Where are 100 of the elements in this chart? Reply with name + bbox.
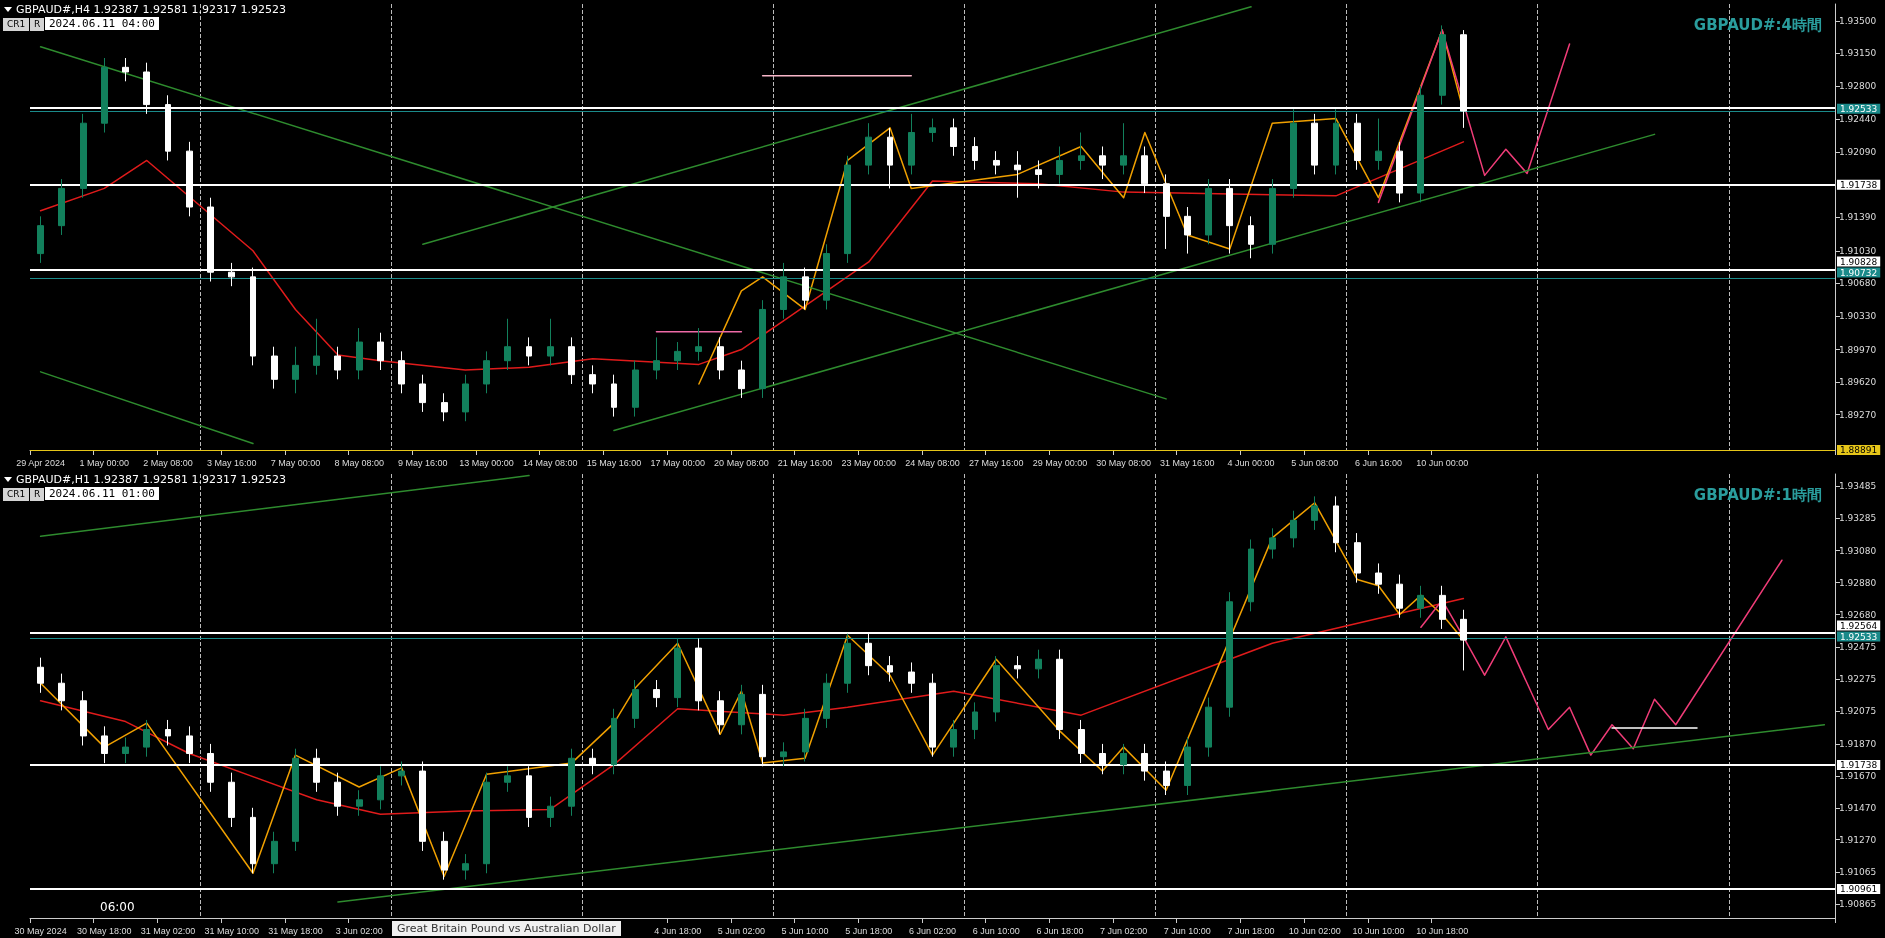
text: CR1 [3, 18, 30, 31]
y-tick-label: 1.93285 [1839, 512, 1877, 523]
candlestick [1120, 743, 1127, 775]
x-tick-label: 7 Jun 10:00 [1163, 925, 1211, 936]
x-tick-label: 8 May 08:00 [334, 457, 384, 468]
x-tick-label: 6 Jun 16:00 [1354, 457, 1402, 468]
candlestick [887, 655, 893, 683]
candlestick [780, 262, 787, 320]
candlestick [122, 737, 129, 764]
y-tick-label: 1.92800 [1839, 80, 1877, 91]
candlestick [865, 122, 872, 175]
candlestick [356, 327, 363, 380]
x-tick-label: 13 May 00:00 [459, 457, 514, 468]
candlestick [1120, 122, 1127, 175]
candlestick [1290, 510, 1297, 548]
candlestick [398, 760, 405, 786]
candlestick [165, 719, 171, 747]
x-tick-label: 17 May 00:00 [650, 457, 705, 468]
candlestick [462, 374, 469, 422]
ref-line-label: 1.92533 [1840, 631, 1878, 642]
candlestick [547, 318, 554, 366]
ref-line-label: 1.90961 [1840, 884, 1878, 895]
x-tick-label: 4 Jun 00:00 [1227, 457, 1275, 468]
candlestick [972, 701, 978, 740]
candlestick [674, 341, 681, 371]
candlestick [1417, 585, 1424, 619]
candlestick [483, 350, 490, 394]
annotation: R [30, 488, 45, 501]
candlestick [1205, 697, 1212, 758]
candlestick [759, 299, 766, 399]
candlestick [377, 332, 384, 371]
candlestick [441, 831, 448, 881]
candlestick [1439, 24, 1446, 106]
y-tick-label: 1.92475 [1839, 642, 1877, 653]
candlestick [1311, 113, 1318, 175]
x-tick-label: 2 May 08:00 [143, 457, 193, 468]
candlestick [950, 719, 957, 758]
candlestick [1184, 206, 1191, 255]
y-tick-label: 1.89620 [1839, 377, 1877, 388]
candlestick [611, 374, 617, 418]
candlestick [1354, 532, 1361, 584]
line-series [39, 141, 1465, 371]
candlestick [929, 673, 936, 758]
x-tick-label: 5 Jun 02:00 [717, 925, 765, 936]
candlestick [1311, 495, 1318, 531]
y-tick-label: 1.90865 [1839, 899, 1877, 910]
x-tick-label: 20 May 08:00 [714, 457, 769, 468]
y-tick-label: 1.91065 [1839, 867, 1877, 878]
candlestick [993, 655, 1000, 723]
candlestick [1056, 649, 1063, 740]
candlestick [80, 113, 87, 199]
candlestick [1354, 113, 1361, 171]
y-tick-label: 1.89270 [1839, 409, 1877, 420]
line-series [1377, 29, 1571, 204]
x-tick-label: 3 Jun 02:00 [335, 925, 383, 936]
candlestick [504, 765, 511, 793]
candlestick [1417, 85, 1424, 203]
y-tick-label: 1.90330 [1839, 310, 1877, 321]
x-tick-label: 5 Jun 08:00 [1291, 457, 1339, 468]
candlestick [483, 772, 490, 874]
x-tick-label: 7 May 00:00 [270, 457, 321, 468]
y-tick-label: 1.93150 [1839, 48, 1877, 59]
candlestick [398, 350, 405, 394]
candlestick [1396, 574, 1403, 619]
candlestick [568, 748, 575, 817]
x-tick-label: 31 May 16:00 [1160, 457, 1215, 468]
x-tick-label: 1 May 00:00 [79, 457, 130, 468]
candlestick [58, 178, 65, 236]
candlestick [908, 661, 915, 694]
ref-line-label: 1.88891 [1840, 445, 1878, 455]
candlestick [143, 719, 150, 758]
candlestick [1269, 178, 1276, 255]
candlestick [1269, 527, 1276, 560]
candlestick [1226, 591, 1233, 718]
annotation: GBPAUD#,H4 1.92387 1.92581 1.92317 1.92523 [16, 3, 286, 16]
x-tick-label: 7 Jun 18:00 [1227, 925, 1275, 936]
candlestick [1333, 108, 1339, 175]
candlestick [1078, 132, 1085, 171]
x-tick-label: 23 May 00:00 [841, 457, 897, 468]
candlestick [738, 360, 745, 399]
candlestick [504, 318, 511, 371]
y-tick-label: 1.92075 [1839, 706, 1877, 717]
candlestick [823, 243, 830, 310]
candlestick [1184, 737, 1191, 796]
candlestick [1035, 649, 1042, 679]
candlestick [419, 374, 426, 413]
text: Great Britain Pound vs Australian Dollar [392, 921, 621, 936]
x-tick-label: 24 May 08:00 [905, 457, 960, 468]
candlestick [611, 708, 617, 775]
annotation: 2024.06.11 01:00 [45, 487, 159, 500]
x-tick-label: 3 May 16:00 [206, 457, 257, 468]
candlestick [844, 633, 851, 694]
candlestick [950, 118, 957, 157]
candlestick [526, 336, 532, 366]
y-tick-label: 1.92275 [1839, 674, 1877, 685]
ref-line-label: 1.92564 [1840, 620, 1878, 631]
x-tick-label: 5 Jun 10:00 [781, 925, 829, 936]
text: GBPAUD#:4時間 [1693, 15, 1823, 34]
x-tick-label: 21 May 16:00 [777, 457, 833, 468]
candlestick [568, 336, 575, 385]
